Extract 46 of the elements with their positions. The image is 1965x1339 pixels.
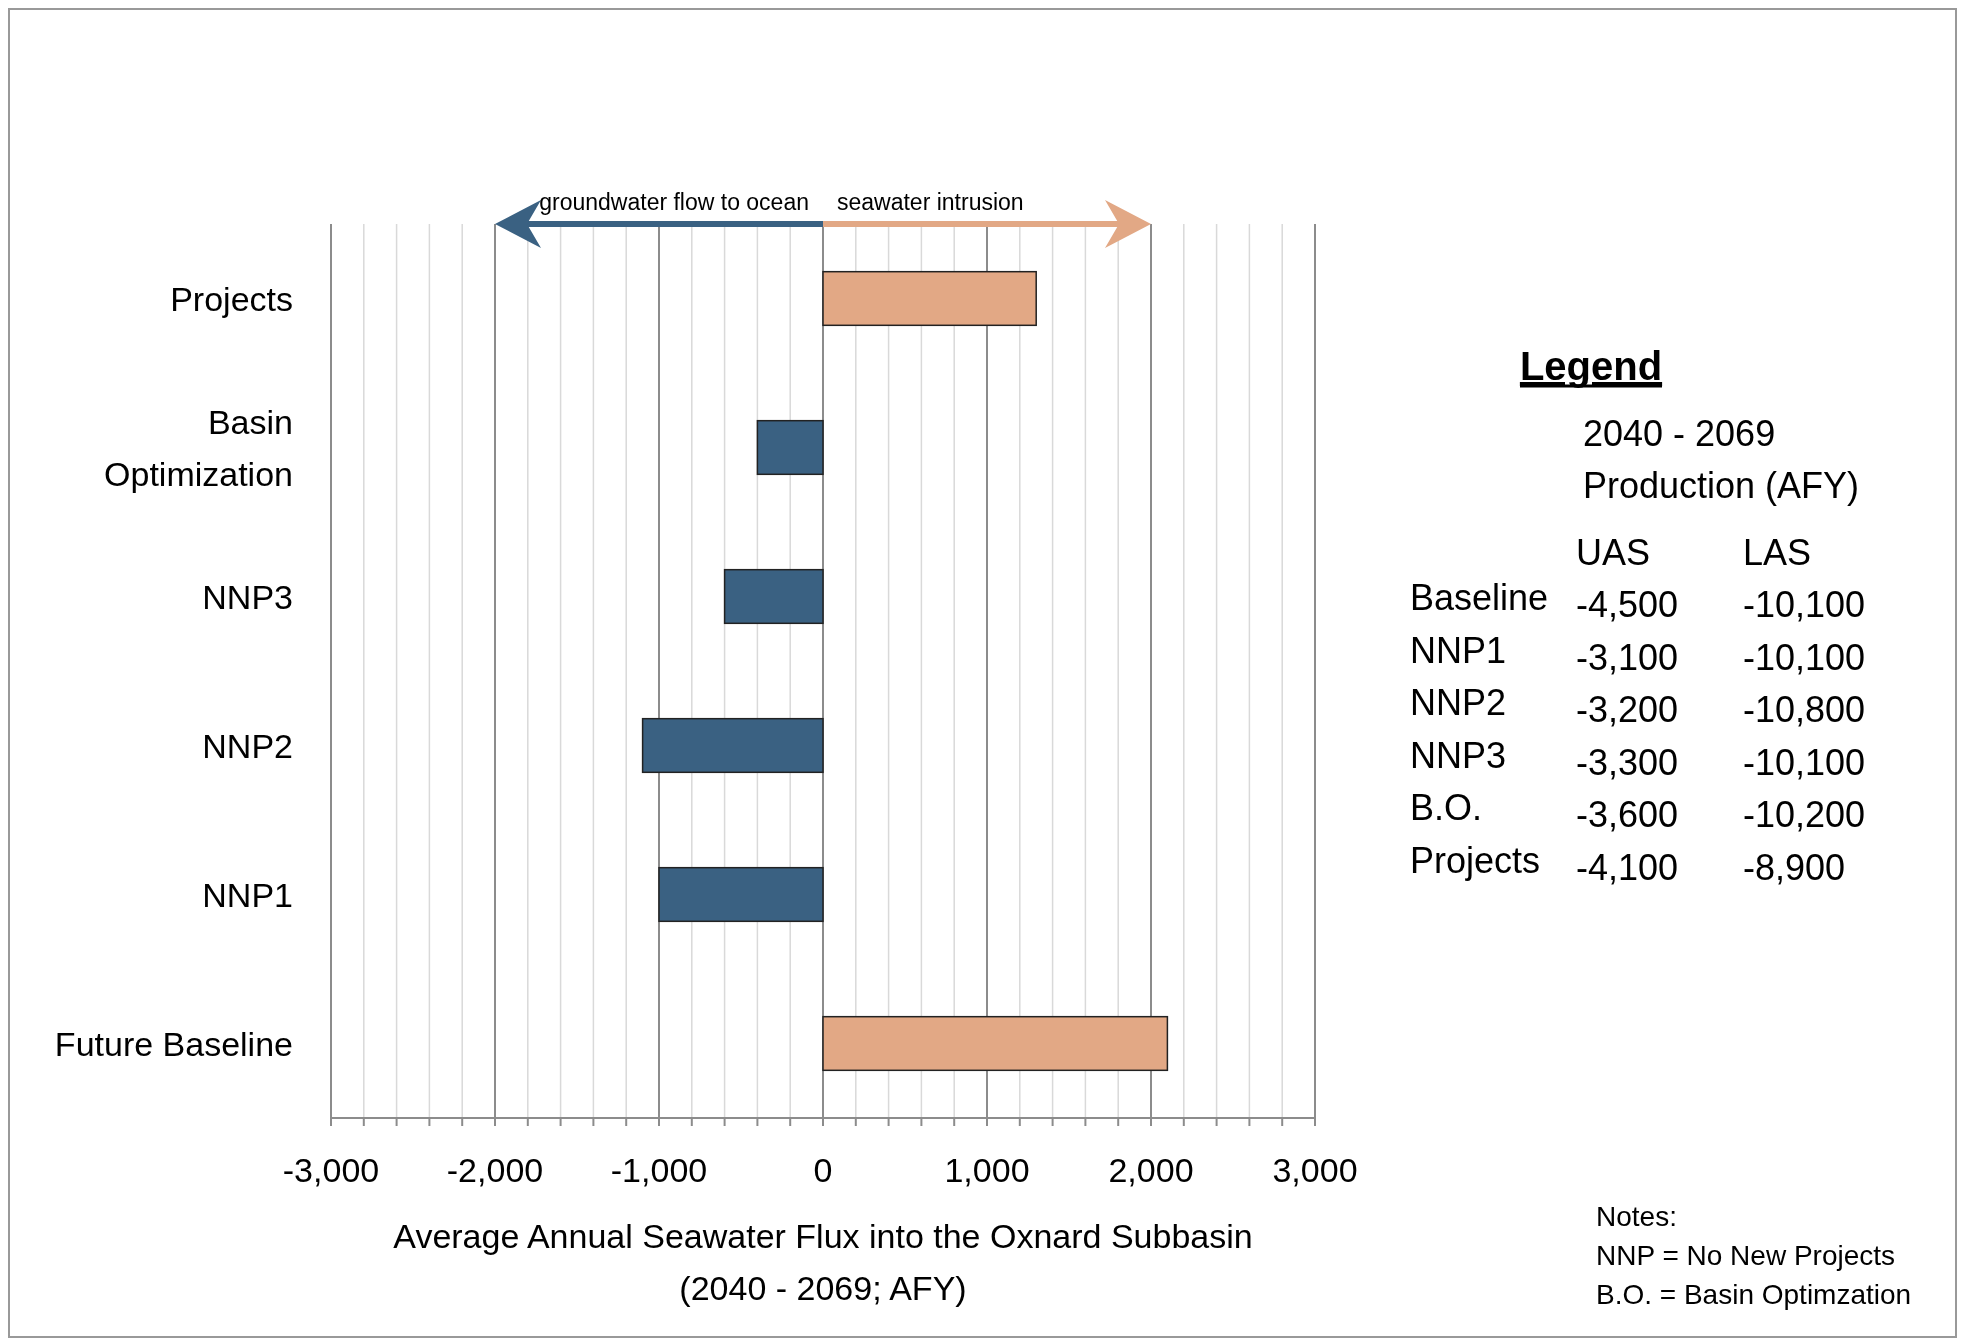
bar xyxy=(641,717,824,774)
text: -10,200 xyxy=(1743,794,1866,835)
x-tick-label: -2,000 xyxy=(446,1151,544,1189)
bar xyxy=(822,1015,1169,1072)
text: NNP2 xyxy=(1410,682,1507,723)
y-tick-label: NNP2 xyxy=(202,726,293,765)
text: groundwater flow to ocean xyxy=(539,189,809,215)
text: -10,100 xyxy=(1743,584,1866,625)
text: NNP3 xyxy=(1410,734,1507,776)
text: -3,300 xyxy=(1576,741,1679,783)
x-tick-label: 1,000 xyxy=(944,1151,1030,1189)
text: NNP = No New Projects xyxy=(1596,1240,1896,1271)
y-tick-label: NNP1 xyxy=(202,875,293,914)
text: seawater intrusion xyxy=(837,189,1024,215)
y-tick-label: NNP3 xyxy=(202,577,293,616)
text: -10,100 xyxy=(1743,636,1866,678)
x-axis-title: Average Annual Seawater Flux into the Oxnard Subbasin (2040 - 2069; AFY) xyxy=(393,1217,1253,1307)
text: -4,100 xyxy=(1576,846,1679,888)
bar xyxy=(723,568,824,625)
text: LAS xyxy=(1743,532,1812,573)
text: B.O. = Basin Optimzation xyxy=(1596,1279,1912,1310)
text: -10,800 xyxy=(1743,689,1866,730)
text: -3,600 xyxy=(1576,794,1679,835)
text: B.O. xyxy=(1410,787,1483,828)
text: NNP1 xyxy=(1410,629,1507,671)
x-tick-label: -1,000 xyxy=(610,1151,708,1189)
bar xyxy=(822,270,1037,327)
y-tick-label: Future Baseline xyxy=(54,1024,293,1063)
x-tick-label: 0 xyxy=(813,1151,833,1189)
text: -3,200 xyxy=(1576,689,1679,730)
bar xyxy=(658,866,824,923)
text: 2040 - 2069 Production (AFY) xyxy=(1583,413,1860,506)
bar xyxy=(756,419,824,476)
text: -10,100 xyxy=(1743,741,1866,783)
y-tick-label: Projects xyxy=(170,279,293,318)
x-tick-label: 3,000 xyxy=(1272,1151,1358,1189)
text: Baseline xyxy=(1410,577,1549,618)
text: UAS xyxy=(1576,532,1651,573)
x-tick-label: -3,000 xyxy=(282,1151,380,1189)
text: -8,900 xyxy=(1743,846,1846,888)
y-tick-label: Basin Optimization xyxy=(104,402,293,493)
text: -3,100 xyxy=(1576,636,1679,678)
text: Notes: xyxy=(1596,1201,1677,1232)
text: -4,500 xyxy=(1576,584,1679,625)
text: Projects xyxy=(1410,839,1541,881)
x-tick-label: 2,000 xyxy=(1108,1151,1194,1189)
